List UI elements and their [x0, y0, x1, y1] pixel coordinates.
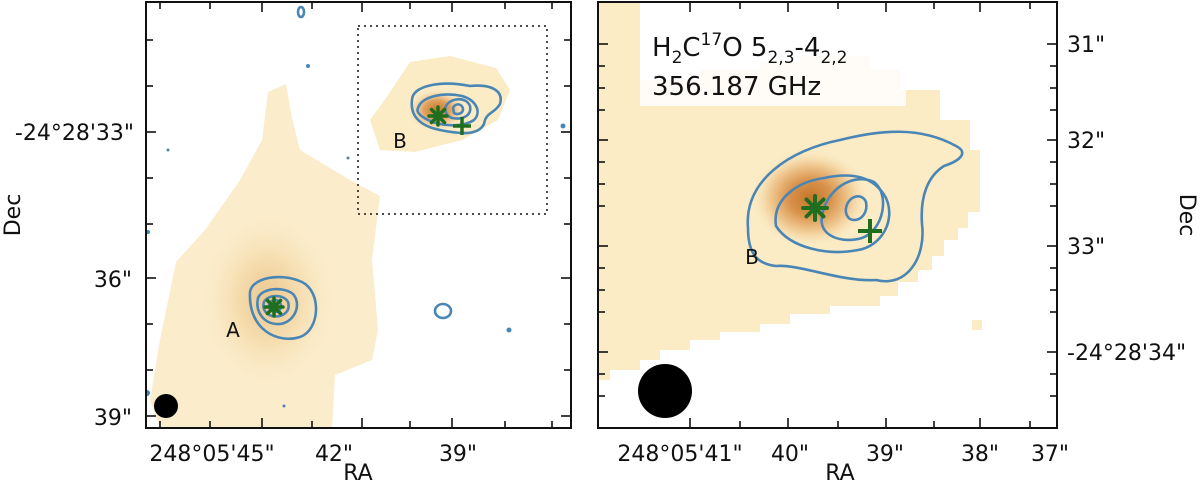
star-icon-left-a [263, 296, 285, 318]
contours-right [746, 130, 964, 283]
right-y-tick-label: 33" [1067, 235, 1105, 260]
molecule-transition-label: H2C17O 52,3-42,2 [652, 30, 848, 68]
left-x-tick-label: 42" [315, 442, 353, 467]
left-emission-map [146, 5, 566, 428]
left-y-axis-title: Dec [1, 194, 26, 237]
right-x-tick-label: 248°05'41" [617, 442, 742, 467]
contours-noise [296, 5, 453, 320]
source-label-a: A [226, 318, 240, 342]
star-icon-left-b [427, 105, 449, 127]
source-label-b: B [393, 129, 407, 153]
plus-icon-right-b [858, 219, 882, 243]
right-beam-ellipse [638, 364, 692, 418]
right-y-tick-label: -24°28'34" [1067, 341, 1186, 366]
right-y-tick-label: 32" [1067, 129, 1105, 154]
left-y-tick-label: 36" [94, 268, 132, 293]
left-beam-ellipse [154, 394, 178, 418]
contours-b [410, 82, 502, 135]
right-x-tick-label: 39" [866, 442, 904, 467]
right-y-tick-label: 31" [1067, 33, 1105, 58]
right-x-axis-title: RA [825, 461, 854, 482]
right-ticks [598, 2, 1057, 428]
zoom-box [357, 25, 548, 215]
left-x-tick-label: 39" [439, 442, 477, 467]
left-y-tick-label: -24°28'33" [15, 121, 134, 146]
right-y-axis-title: Dec [1174, 194, 1199, 237]
molecule-label-box [640, 14, 906, 106]
right-axes-frame [597, 1, 1058, 429]
star-icon-right-b [801, 194, 829, 222]
right-emission-speck [972, 320, 982, 330]
left-ticks [146, 2, 571, 428]
plus-icon-left-b [453, 117, 471, 135]
source-label-b-right: B [745, 245, 759, 269]
right-x-tick-label: 40" [771, 442, 809, 467]
left-y-tick-label: 39" [94, 406, 132, 431]
left-panel: 248°05'45" 42" 39" -24°28'33" 36" 39" RA… [1, 1, 572, 482]
left-x-tick-label: 248°05'45" [149, 442, 274, 467]
left-x-axis-title: RA [343, 461, 372, 482]
right-panel: H2C17O 52,3-42,2 356.187 GHz [597, 1, 1199, 482]
frequency-label: 356.187 GHz [652, 72, 821, 102]
right-x-tick-label: 38" [961, 442, 999, 467]
left-axes-frame [145, 1, 572, 429]
right-x-tick-label: 37" [1031, 442, 1069, 467]
right-core-b [750, 148, 870, 248]
